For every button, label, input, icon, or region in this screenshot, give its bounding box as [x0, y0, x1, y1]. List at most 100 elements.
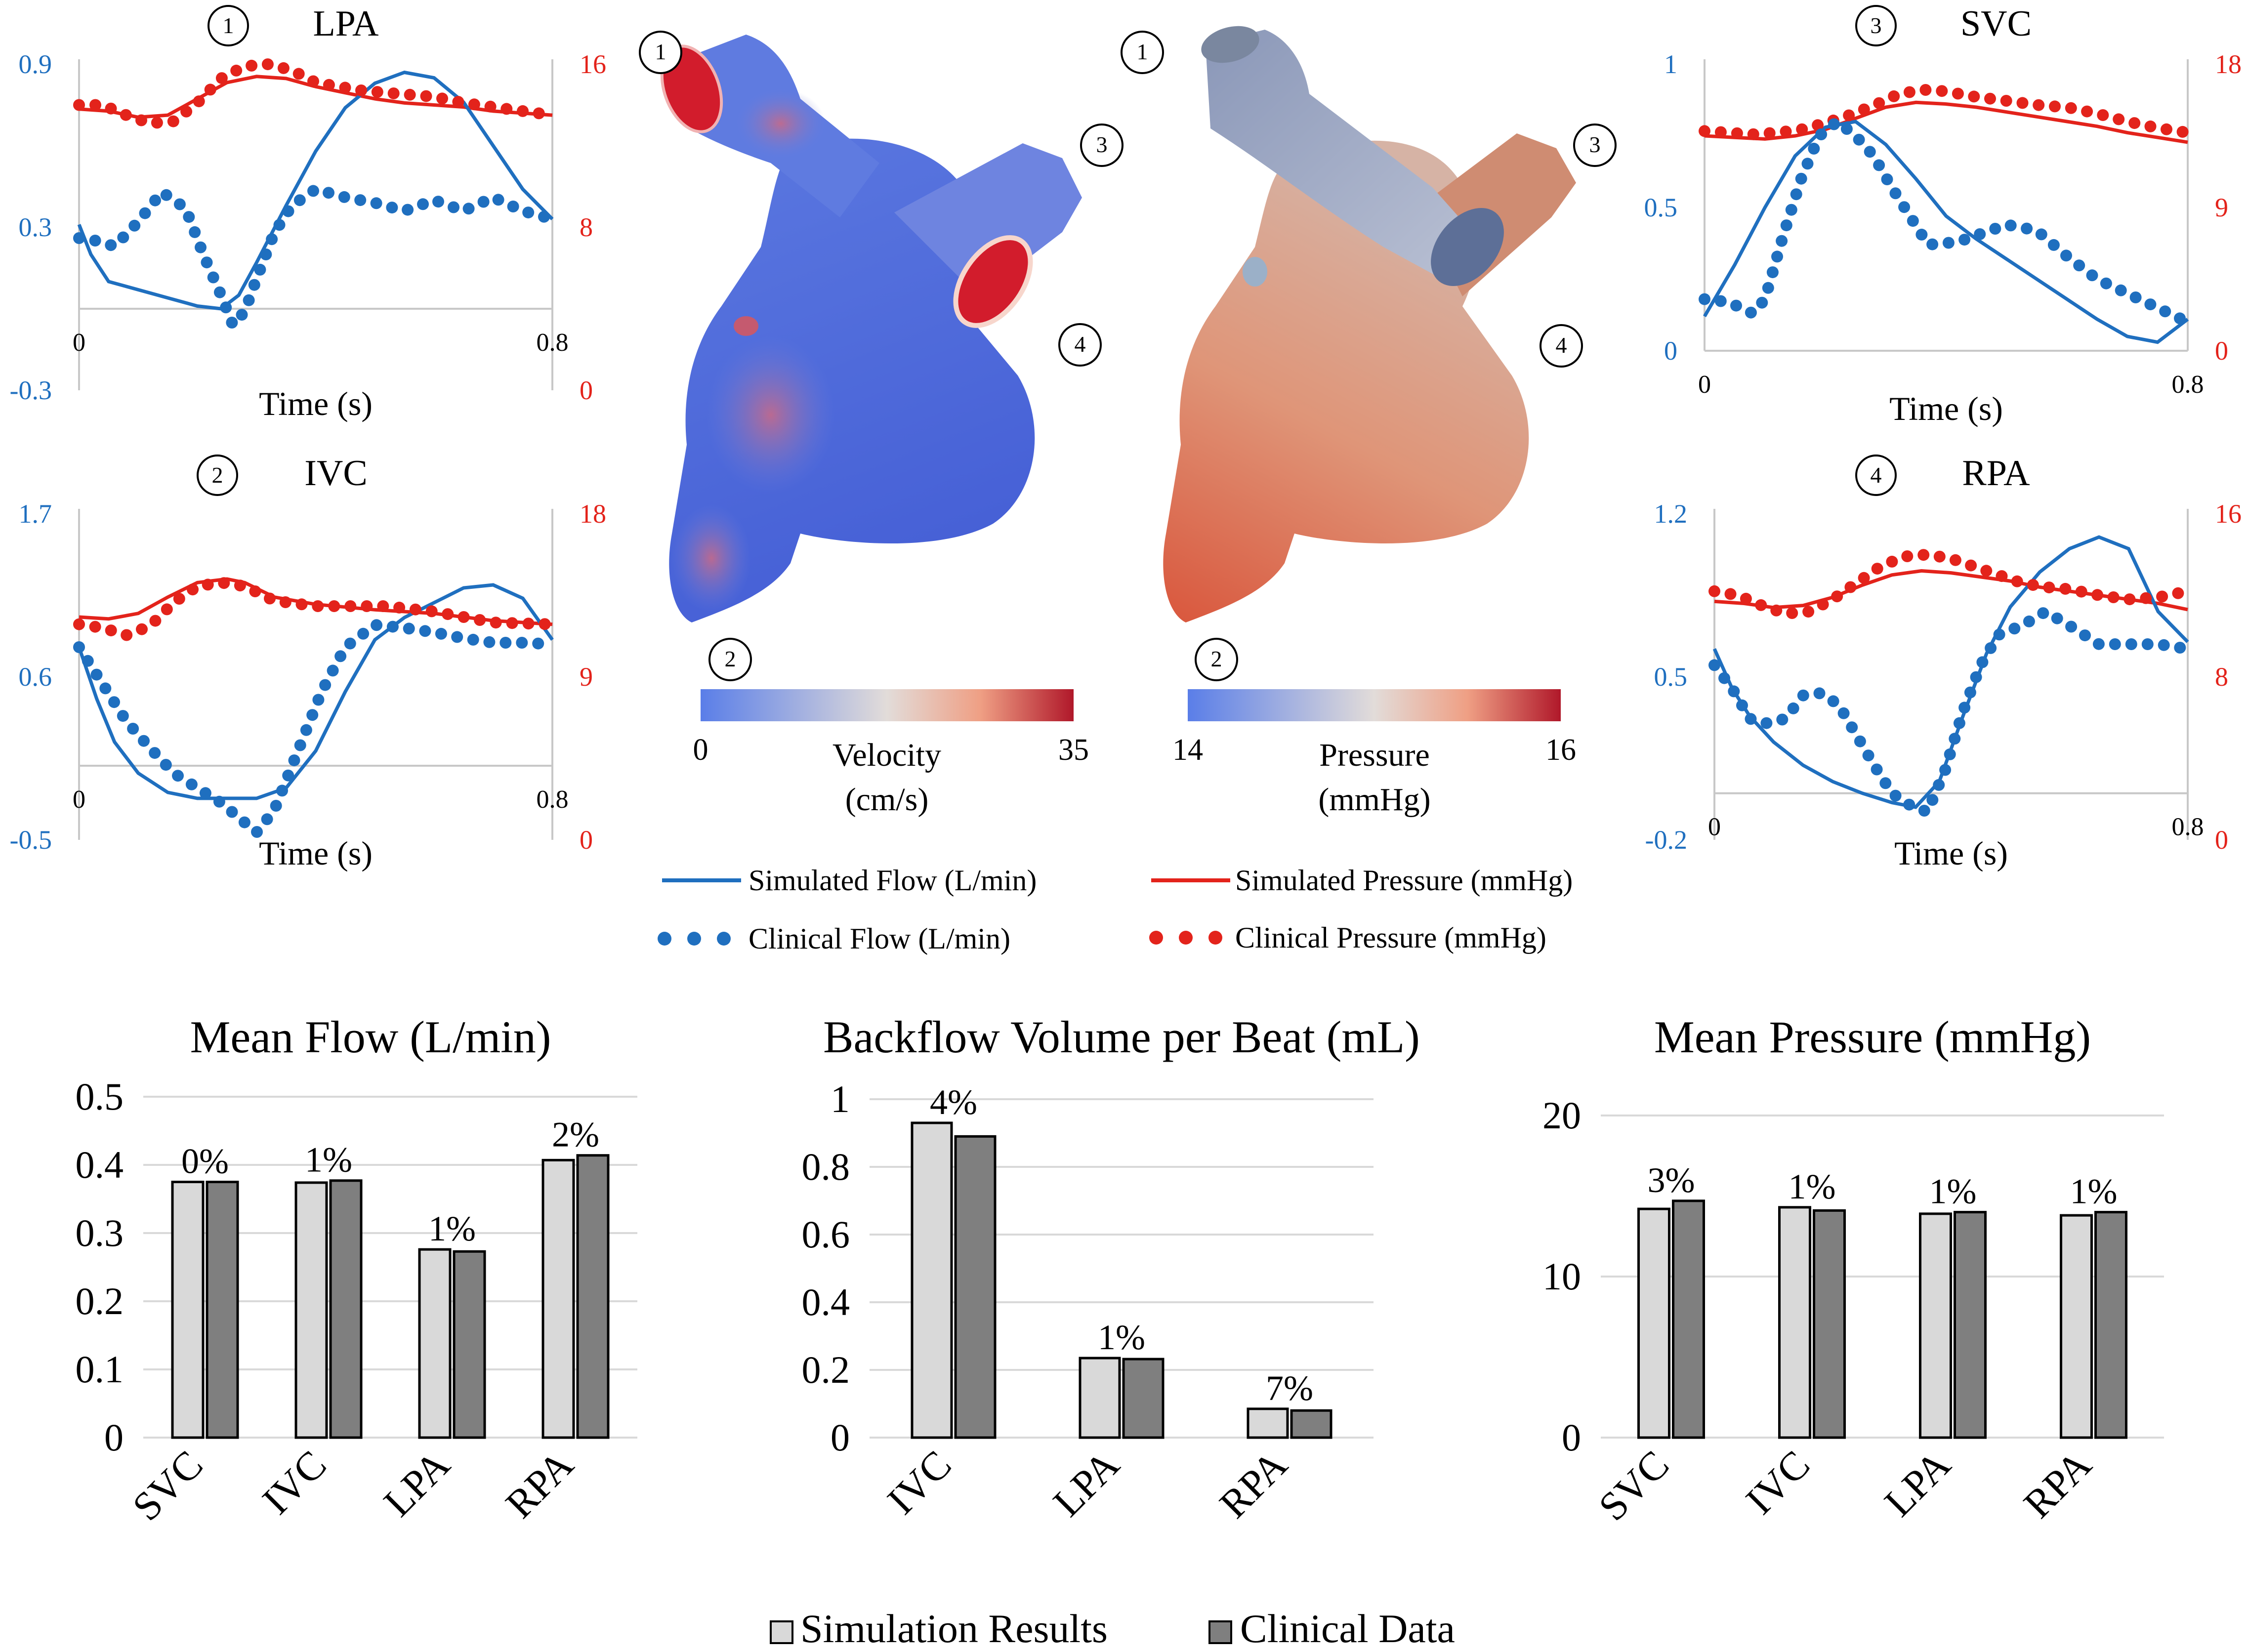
bar-chart-2-ytick: 10 [1542, 1255, 1581, 1298]
waveform-rpa-clin-pressure-dots-dot [1980, 565, 1993, 577]
waveform-rpa-clin-flow-dots-dot [1854, 735, 1866, 747]
waveform-lpa-number-circle [208, 5, 249, 46]
waveform-svc-clin-pressure-dots-dot [2081, 105, 2093, 118]
waveform-svc-clin-flow-dots-dot [1926, 238, 1939, 250]
svg-text:1: 1 [1137, 39, 1148, 64]
waveform-rpa-clin-pressure-dots-dot [2107, 591, 2120, 603]
waveform-rpa-clin-flow-dots-dot [2174, 642, 2186, 654]
waveform-lpa-clin-flow-dots-dot [117, 231, 129, 244]
waveform-svc-clin-flow-dots-dot [1766, 266, 1779, 279]
waveform-rpa-clin-pressure-dots-dot [2123, 593, 2136, 606]
waveform-rpa-clin-pressure-dots-dot [1708, 585, 1720, 597]
velocity-model-stub [734, 316, 758, 336]
bar-chart-1-annotation: 7% [1266, 1368, 1313, 1408]
svg-text:4: 4 [1556, 332, 1567, 358]
bar-chart-2-bar-sim-ivc [1778, 1206, 1811, 1439]
waveform-lpa-clin-flow-dots-dot [260, 248, 272, 260]
waveform-lpa-clin-flow-dots-dot [195, 241, 207, 253]
waveform-ivc-sim-flow-line [77, 583, 554, 800]
bar-legend-sim-swatch [770, 1620, 793, 1644]
waveform-rpa-clin-flow-dots-dot [2158, 639, 2170, 651]
waveform-lpa-clin-flow-dots-dot [417, 198, 429, 210]
waveform-lpa-clin-pressure-dots-dot [371, 86, 383, 98]
waveform-svc-clin-flow-dots-dot [1780, 219, 1792, 232]
waveform-svc-clin-pressure-dots-dot [2176, 125, 2189, 138]
waveform-ivc-clin-pressure-dots-dot [202, 578, 214, 591]
waveform-svc-clin-pressure-dots-dot [1888, 90, 1900, 102]
waveform-lpa-clin-pressure-dots-dot [167, 115, 179, 127]
bar-chart-0-bar-sim-svc [171, 1181, 205, 1439]
waveform-svc-clin-pressure-dots-dot [1952, 87, 1964, 100]
waveform-svc-xlabel: Time (s) [1889, 390, 2003, 427]
waveform-rpa-clin-pressure-dots-dot [1886, 555, 1898, 568]
waveform-lpa-clin-flow-dots-dot [160, 189, 172, 201]
waveform-lpa-xlabel: Time (s) [259, 385, 373, 422]
pressure-model [1163, 26, 1576, 622]
bar-chart-backflow-volume: Backflow Volume per Beat (mL) 0 0.2 0.4 0.6 0… [802, 1012, 1420, 1527]
waveform-rpa-clin-flow-dots-dot [1728, 685, 1740, 698]
waveform-ivc-clin-flow-dots-dot [419, 625, 431, 637]
waveform-rpa-clin-flow-dots-dot [2092, 638, 2105, 650]
waveform-lpa-clin-flow-dots-dot [248, 279, 260, 291]
waveform-lpa-clin-pressure-dots-dot [105, 102, 117, 115]
waveform-svc-clin-flow-dots-dot [1815, 128, 1828, 140]
waveform-lpa-clin-flow-dots-dot [139, 207, 151, 219]
waveform-lpa-clin-flow-dots-dot [128, 219, 141, 232]
legend-clin-flow-label: Clinical Flow (L/min) [749, 922, 1010, 955]
velocity-model-hotspot-1 [707, 336, 835, 494]
waveform-svc-clin-flow-dots [1699, 118, 2186, 325]
waveform-svc-clin-flow-dots-dot [2073, 259, 2085, 272]
waveform-svc-clin-flow-dots-dot [2174, 312, 2186, 325]
waveform-ivc-clin-flow-dots-dot [73, 641, 85, 653]
waveform-lpa-clin-flow-dots-dot [282, 205, 294, 217]
bar-chart-1-category: IVC [879, 1442, 960, 1523]
waveform-svc-flow-tick: 1 [1664, 49, 1677, 79]
waveform-rpa-pressure-tick: 8 [2215, 662, 2228, 692]
waveform-lpa-clin-pressure-dots-dot [420, 90, 432, 102]
waveform-ivc-clin-flow-dots-dot [300, 724, 312, 736]
waveform-rpa-clin-flow-dots-dot [1776, 713, 1789, 726]
pressure-scale-max: 16 [1545, 733, 1576, 767]
waveform-svc-clin-flow-dots-dot [1730, 299, 1742, 312]
waveform-lpa-clin-flow-dots-dot [105, 239, 117, 251]
waveform-ivc-clin-flow-dots-dot [500, 637, 512, 649]
waveform-ivc-clin-flow-dots-dot [127, 723, 139, 735]
waveform-ivc-clin-flow-dots-dot [371, 619, 383, 631]
pressure-marker-1: 1 [1121, 31, 1164, 74]
velocity-marker-3: 3 [1080, 124, 1124, 167]
waveform-ivc-clin-flow-dots-dot [386, 620, 399, 633]
waveform-svc-clin-flow-dots-dot [1915, 228, 1928, 241]
waveform-svc-clin-flow-dots-dot [1795, 172, 1807, 185]
waveform-lpa-clin-pressure-dots-dot [120, 109, 132, 121]
pressure-scale-min: 14 [1172, 733, 1203, 767]
waveform-ivc-clin-pressure-dots-dot [105, 624, 117, 637]
waveform-svc-clin-pressure-dots-dot [2000, 95, 2012, 107]
bar-chart-1-bar-sim-rpa [1247, 1407, 1289, 1439]
waveform-ivc-clin-flow-dots-dot [319, 679, 332, 691]
waveform-lpa-clin-flow-dots-dot [189, 226, 201, 238]
velocity-scale-unit: (cm/s) [845, 782, 929, 818]
waveform-svc-x-end: 0.8 [2172, 371, 2204, 399]
waveform-rpa-clin-pressure-dots-dot [1831, 590, 1843, 603]
waveform-svc-clin-flow-dots-dot [2129, 291, 2142, 303]
waveform-lpa-clin-flow-dots-dot [492, 194, 504, 206]
waveform-ivc-clin-flow-dots-dot [516, 637, 528, 649]
pressure-scale-unit: (mmHg) [1318, 782, 1430, 818]
bar-chart-2-bar-clin-svc [1672, 1199, 1705, 1439]
waveform-lpa-clin-pressure-dots-dot [404, 88, 416, 101]
bar-chart-1-ytick: 0.6 [802, 1213, 850, 1256]
waveform-ivc-flow-tick: 1.7 [19, 499, 52, 529]
waveform-rpa-clin-flow-dots-dot [2051, 612, 2063, 624]
waveform-ivc: 2 IVC 1.7 0.6 -0.5 18 9 0 0 0.8 Time (s) [10, 453, 606, 872]
waveform-ivc-clin-flow-dots-dot [276, 785, 288, 797]
waveform-rpa: 4 RPA 1.2 0.5 -0.2 16 8 0 0 0.8 Time (s) [1645, 453, 2242, 872]
waveform-rpa-clin-pressure-dots-dot [1740, 592, 1752, 605]
bar-chart-2-category: LPA [1876, 1442, 1959, 1525]
pressure-marker-3: 3 [1573, 124, 1617, 167]
bar-chart-0-bar-clin-lpa [453, 1250, 486, 1439]
svg-text:1: 1 [655, 39, 666, 64]
waveform-lpa-clin-pressure-dots-dot [73, 99, 85, 111]
bar-chart-1-ytick: 0 [831, 1416, 850, 1459]
waveform-svc-clin-pressure-dots-dot [2128, 117, 2141, 129]
